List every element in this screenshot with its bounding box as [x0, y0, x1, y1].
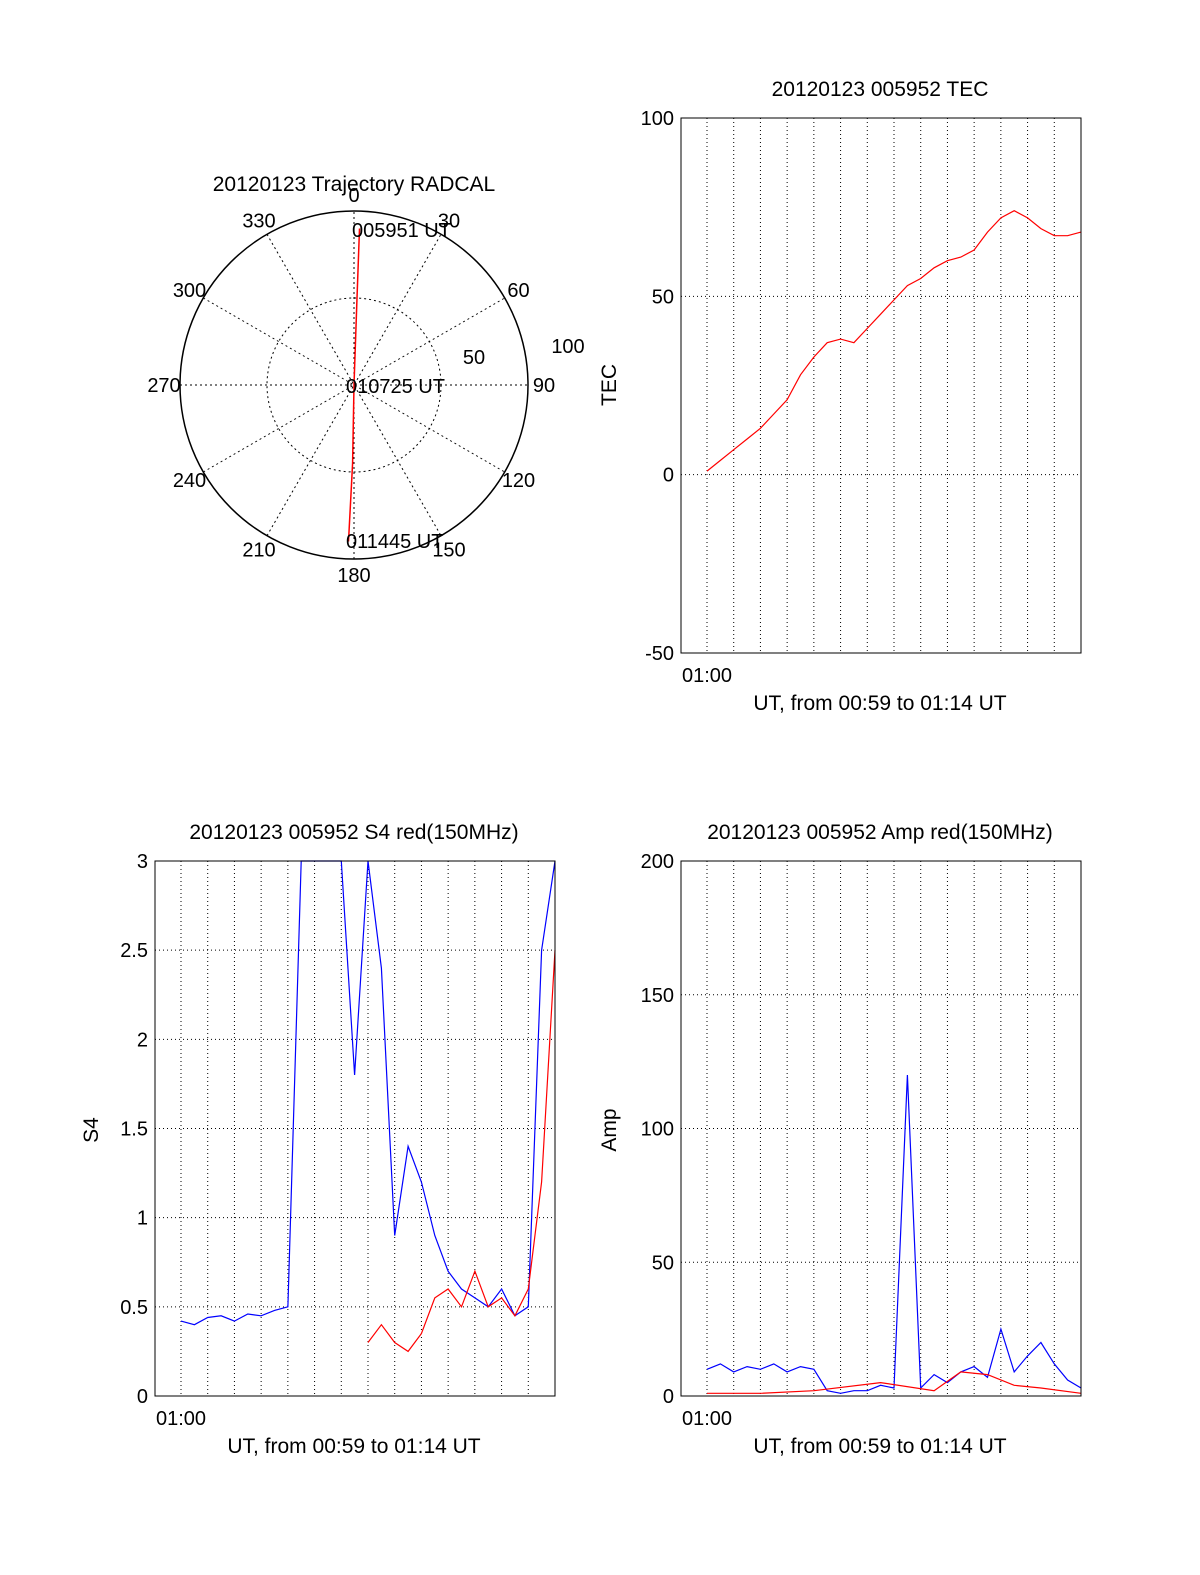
tec-y-ticks: -50 0 50 100 [641, 108, 674, 665]
polar-angle-labels: 0 30 60 90 120 150 180 210 240 270 300 330 [147, 185, 555, 587]
polar-angle-label: 30 [438, 211, 460, 233]
polar-radius-label: 50 [463, 347, 485, 369]
tec-y-tick-label: 50 [652, 286, 674, 308]
s4-x-axis-label: UT, from 00:59 to 01:14 UT [227, 1435, 480, 1458]
s4-y-tick-label: 1.5 [120, 1119, 148, 1141]
tec-grid [681, 118, 1081, 653]
amp-y-ticks: 0 50 100 150 200 [641, 851, 674, 1408]
trajectory-line [347, 228, 361, 542]
polar-grid [179, 210, 529, 560]
amp-y-tick-label: 100 [641, 1119, 674, 1141]
polar-radius-label: 100 [551, 336, 584, 358]
polar-angle-label: 120 [502, 470, 535, 492]
s4-y-tick-label: 0 [137, 1386, 148, 1408]
amp-y-tick-label: 150 [641, 985, 674, 1007]
tec-title: 20120123 005952 TEC [772, 78, 989, 101]
s4-y-tick-label: 3 [137, 851, 148, 873]
amp-grid [681, 861, 1081, 1396]
amp-title: 20120123 005952 Amp red(150MHz) [707, 821, 1053, 844]
s4-series-line [367, 950, 556, 1353]
polar-title: 20120123 Trajectory RADCAL [213, 173, 496, 196]
polar-angle-label: 240 [173, 470, 206, 492]
tec-x-tick-label: 01:00 [682, 665, 732, 687]
s4-y-tick-label: 1 [137, 1208, 148, 1230]
s4-y-ticks: 0 0.5 1 1.5 2 2.5 3 [120, 851, 148, 1408]
polar-spoke [266, 234, 442, 536]
s4-y-tick-label: 2.5 [120, 940, 148, 962]
s4-y-axis-label: S4 [80, 1117, 103, 1143]
amp-y-tick-label: 0 [663, 1386, 674, 1408]
trajectory-end-label: 011445 UT [346, 531, 443, 553]
polar-angle-label: 150 [432, 540, 465, 562]
tec-y-tick-label: 100 [641, 108, 674, 130]
polar-angle-label: 210 [242, 540, 275, 562]
polar-angle-label: 300 [173, 280, 206, 302]
amp-x-tick-label: 01:00 [682, 1408, 732, 1430]
s4-grid [155, 861, 555, 1396]
s4-x-tick-label: 01:00 [156, 1408, 206, 1430]
tec-panel: 20120123 005952 TEC -50 0 50 100 01:00 UT, … [598, 78, 1082, 715]
amp-panel: 20120123 005952 Amp red(150MHz) 0 50 100 15… [598, 821, 1082, 1458]
amp-series-line [706, 1074, 1082, 1394]
polar-panel: 20120123 Trajectory RADCAL 0 30 60 90 120 150… [147, 173, 584, 587]
amp-y-tick-label: 200 [641, 851, 674, 873]
trajectory-start-label: 005951 UT [352, 220, 451, 242]
amp-plot-frame [680, 860, 1082, 1397]
tec-y-tick-label: 0 [663, 465, 674, 487]
trajectory-mid-label: 010725 UT [346, 376, 445, 398]
polar-angle-label: 60 [507, 280, 529, 302]
polar-angle-label: 330 [242, 211, 275, 233]
polar-angle-label: 90 [533, 375, 555, 397]
amp-y-axis-label: Amp [598, 1108, 621, 1151]
tec-series [706, 210, 1082, 472]
s4-title: 20120123 005952 S4 red(150MHz) [189, 821, 518, 844]
s4-plot-frame [154, 860, 556, 1397]
polar-angle-label: 270 [147, 375, 180, 397]
polar-angle-label: 0 [348, 185, 359, 207]
polar-spoke [203, 297, 505, 473]
tec-y-axis-label: TEC [598, 364, 621, 406]
s4-y-tick-label: 0.5 [120, 1297, 148, 1319]
polar-angle-label: 180 [337, 565, 370, 587]
amp-x-axis-label: UT, from 00:59 to 01:14 UT [753, 1435, 1006, 1458]
polar-spoke [203, 297, 505, 473]
amp-series [706, 1074, 1082, 1394]
tec-series-line [706, 210, 1082, 472]
s4-y-tick-label: 2 [137, 1029, 148, 1051]
tec-x-axis-label: UT, from 00:59 to 01:14 UT [753, 692, 1006, 715]
amp-y-tick-label: 50 [652, 1252, 674, 1274]
polar-spoke [266, 234, 442, 536]
s4-series-line [180, 860, 556, 1326]
tec-y-tick-label: -50 [645, 643, 674, 665]
s4-panel: 20120123 005952 S4 red(150MHz) 0 0.5 1 1.5 2… [80, 821, 556, 1458]
tec-plot-frame [680, 117, 1082, 654]
amp-series-line [707, 1371, 1082, 1394]
